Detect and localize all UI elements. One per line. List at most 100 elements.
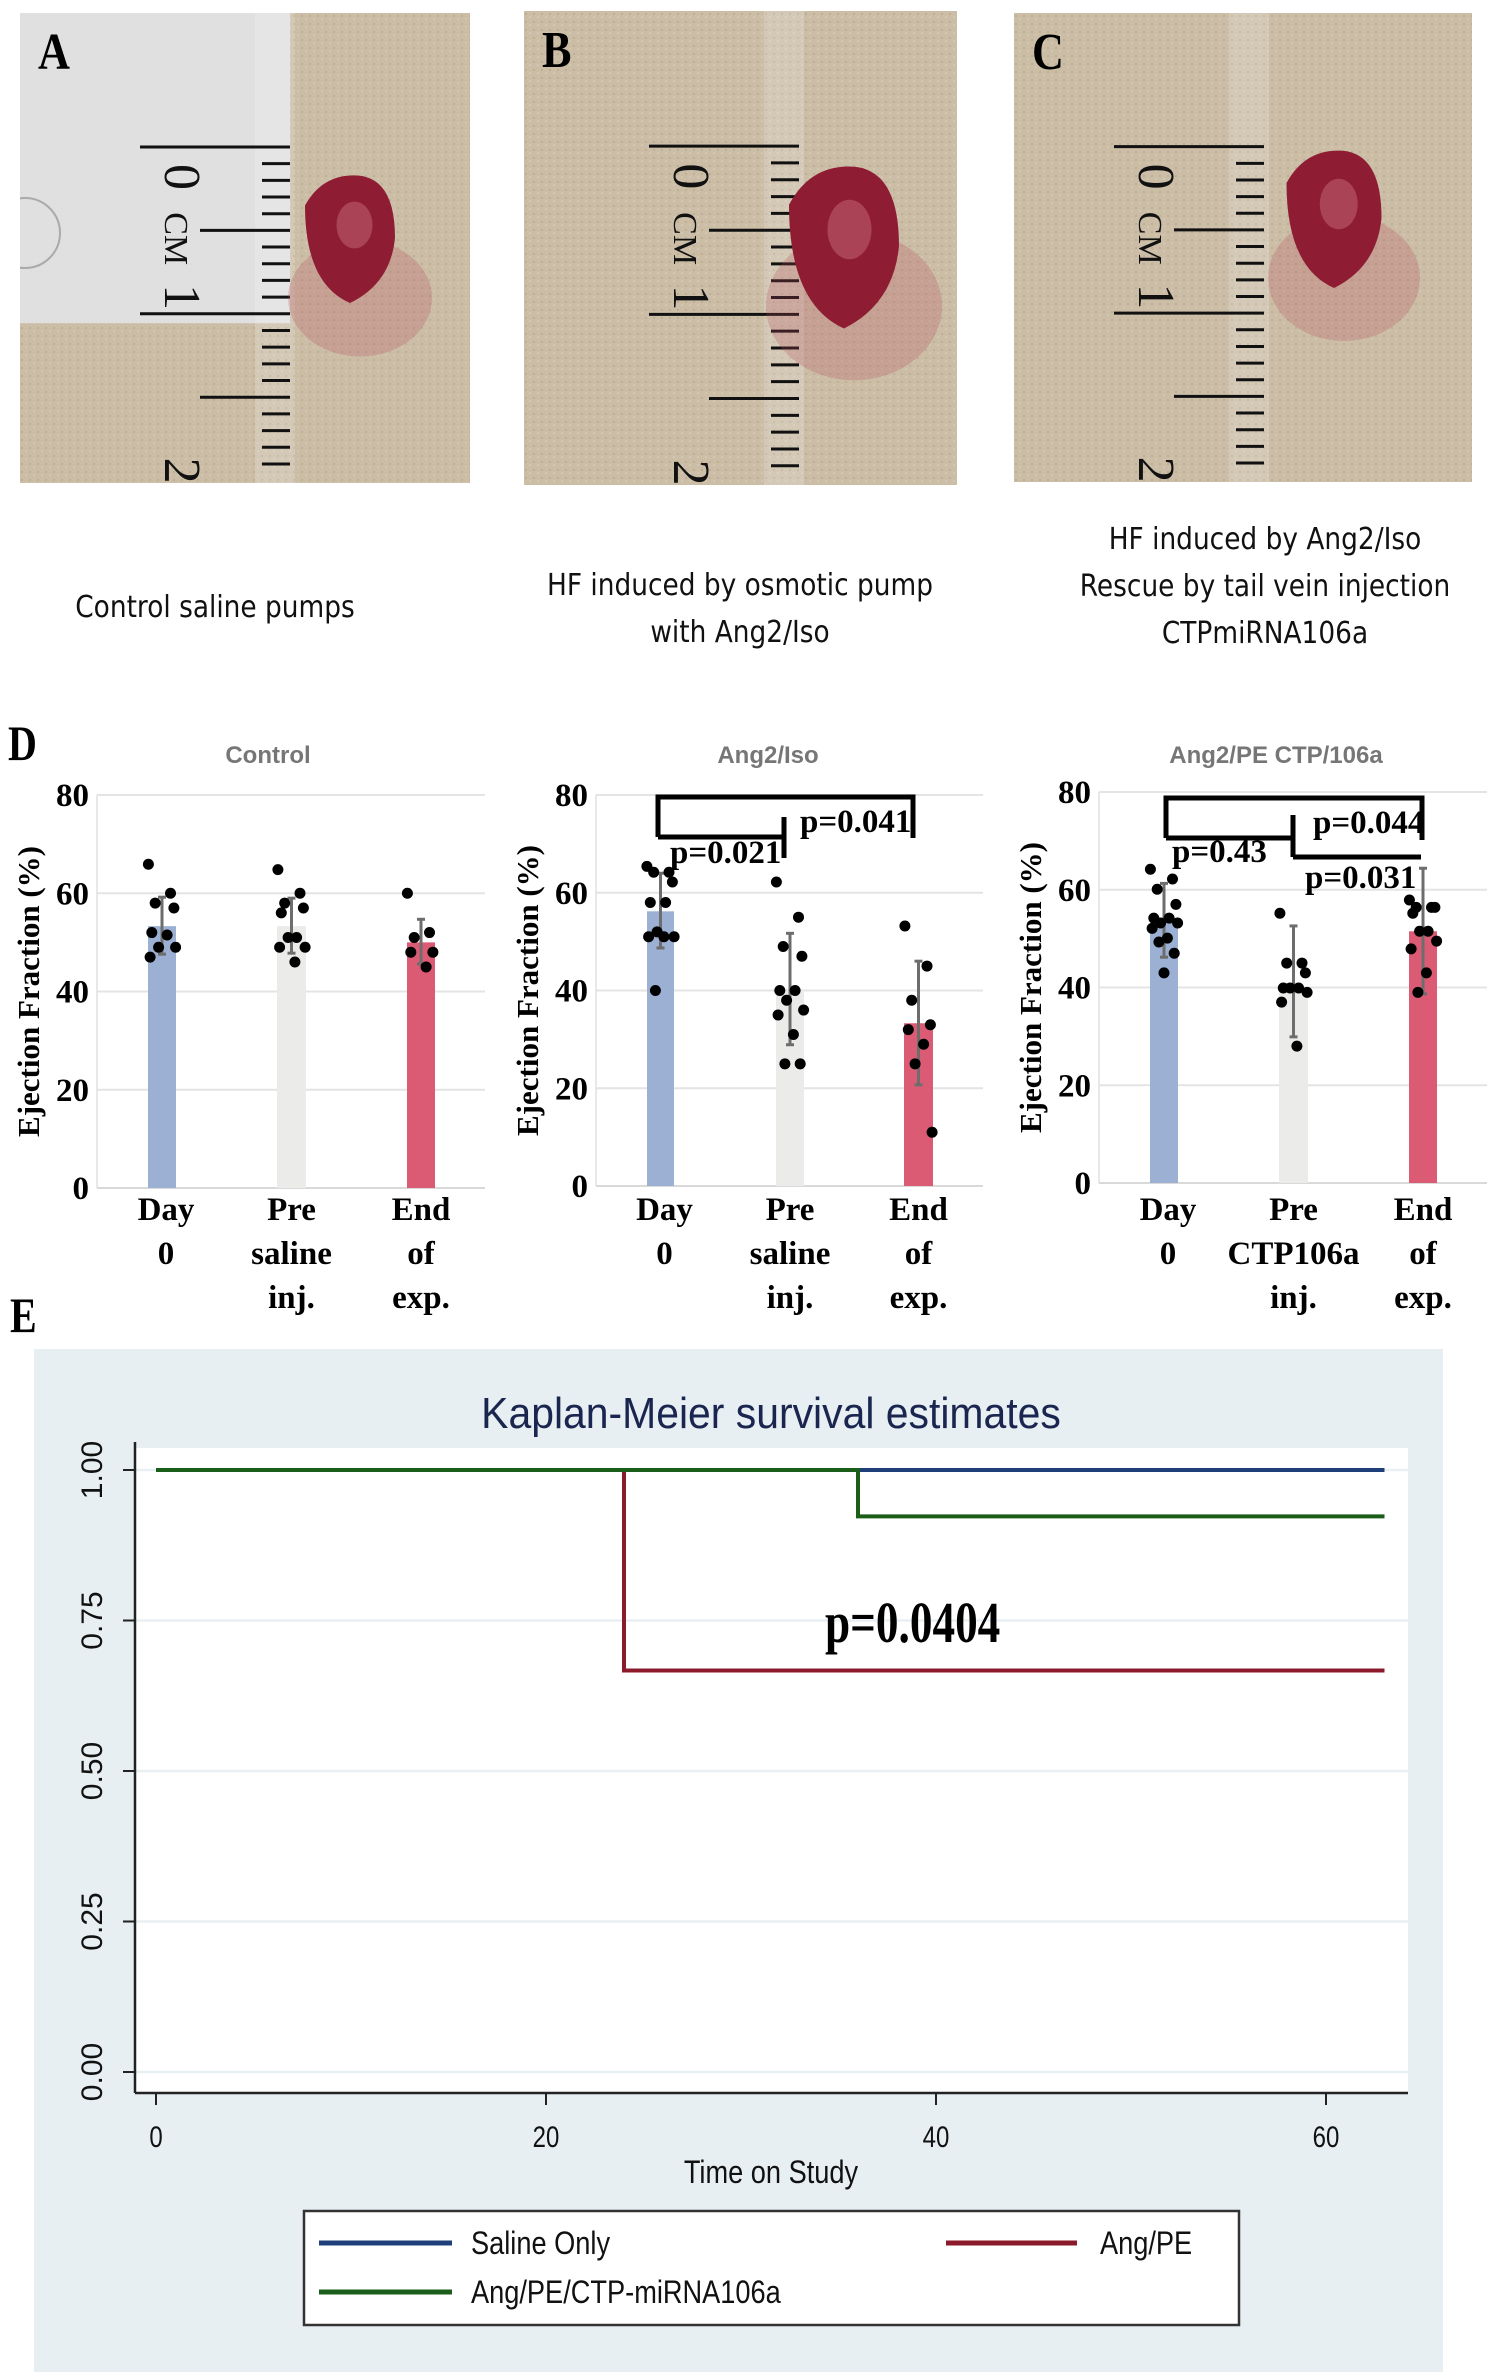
data-point bbox=[168, 902, 180, 914]
photo-canvas: 0 CM 1 2 bbox=[1014, 13, 1472, 482]
caption-c-line-1: HF induced by Ang2/Iso bbox=[1108, 522, 1422, 557]
significance-bracket bbox=[1163, 795, 1425, 840]
category-label: exp. bbox=[1394, 1280, 1452, 1316]
y-axis-label: Ejection Fraction (%) bbox=[1013, 842, 1048, 1133]
category-label: End bbox=[889, 1192, 948, 1228]
data-point bbox=[1431, 935, 1443, 947]
data-point bbox=[272, 864, 284, 876]
y-tick-label: 0 bbox=[1075, 1166, 1092, 1202]
category-label: Day bbox=[1140, 1192, 1197, 1228]
panel-label-b: B bbox=[542, 22, 572, 79]
category-label: 0 bbox=[1160, 1236, 1177, 1272]
data-point bbox=[297, 902, 309, 914]
ruler-label: CM bbox=[666, 212, 703, 265]
chart-title: Control bbox=[225, 742, 310, 769]
category-label: Pre bbox=[267, 1192, 316, 1228]
data-point bbox=[282, 931, 294, 943]
data-point bbox=[1284, 982, 1296, 994]
caption-c-line-3: CTPmiRNA106a bbox=[1161, 616, 1369, 651]
data-point bbox=[789, 985, 801, 996]
category-label: exp. bbox=[392, 1280, 450, 1316]
bar-chart-1: 0 20 40 60 80 Control Ejection Fraction (%) Day… bbox=[11, 742, 485, 1316]
ruler-label: 1 bbox=[662, 285, 719, 311]
km-plot-area bbox=[135, 1448, 1408, 2093]
data-point bbox=[649, 985, 661, 996]
km-y-tick-label: 0.25 bbox=[76, 1892, 109, 1950]
km-y-tick-label: 1.00 bbox=[76, 1441, 109, 1499]
caption-a-line: Control saline pumps bbox=[75, 590, 355, 625]
km-y-tick-label: 0.00 bbox=[76, 2043, 109, 2101]
data-point bbox=[1170, 898, 1182, 910]
ruler-label: 1 bbox=[1127, 284, 1184, 310]
data-point bbox=[1429, 901, 1441, 913]
data-point bbox=[275, 907, 287, 919]
data-point bbox=[909, 1058, 921, 1070]
y-tick-label: 80 bbox=[1058, 775, 1091, 811]
km-x-tick-label: 40 bbox=[923, 2119, 950, 2153]
category-label: Pre bbox=[1269, 1192, 1318, 1228]
data-point bbox=[142, 858, 154, 870]
caption-b-line-1: HF induced by osmotic pump bbox=[546, 568, 933, 603]
data-point bbox=[1422, 925, 1434, 937]
ruler-label: 0 bbox=[153, 164, 210, 190]
data-point bbox=[424, 927, 435, 939]
p-value-label: p=0.044 bbox=[1313, 805, 1424, 841]
y-axis-label: Ejection Fraction (%) bbox=[11, 846, 46, 1137]
y-axis-label: Ejection Fraction (%) bbox=[510, 845, 545, 1136]
km-x-tick-label: 20 bbox=[533, 2119, 560, 2153]
bar bbox=[148, 926, 176, 1188]
data-point bbox=[279, 897, 291, 909]
data-point bbox=[1274, 907, 1286, 919]
data-point bbox=[1144, 863, 1156, 875]
y-tick-label: 60 bbox=[56, 876, 89, 912]
km-x-tick-label: 60 bbox=[1313, 2119, 1340, 2153]
y-tick-label: 60 bbox=[555, 876, 588, 912]
data-point bbox=[427, 946, 439, 958]
data-point bbox=[420, 961, 432, 973]
data-point bbox=[643, 931, 655, 943]
y-tick-label: 20 bbox=[1058, 1068, 1091, 1104]
km-x-tick-label: 0 bbox=[149, 2119, 162, 2153]
data-point bbox=[772, 1009, 784, 1021]
data-point bbox=[153, 941, 165, 953]
heart-photo-b: 0 CM 1 2 B bbox=[524, 11, 957, 485]
data-point bbox=[902, 1024, 914, 1036]
photo-canvas: 0 CM 1 2 bbox=[20, 13, 470, 483]
significance-bracket bbox=[658, 817, 787, 858]
data-point bbox=[1301, 986, 1313, 998]
heart-photo-a: 0 CM 1 2 A bbox=[20, 13, 470, 483]
km-group: Kaplan-Meier survival estimates 0.00 0.25 0… bbox=[34, 1349, 1443, 2372]
km-y-tick-label: 0.75 bbox=[76, 1591, 109, 1649]
data-point bbox=[1414, 925, 1426, 937]
category-label: of bbox=[905, 1236, 934, 1272]
panel-label-a: A bbox=[38, 24, 70, 81]
y-tick-label: 60 bbox=[1058, 873, 1091, 909]
category-label: 0 bbox=[158, 1236, 175, 1272]
data-point bbox=[149, 897, 161, 909]
category-label: End bbox=[1394, 1192, 1453, 1228]
data-point bbox=[1291, 1040, 1303, 1052]
category-label: Day bbox=[138, 1192, 195, 1228]
data-point bbox=[798, 1004, 810, 1016]
data-point bbox=[1299, 967, 1311, 979]
panel-label-c: C bbox=[1032, 24, 1064, 81]
data-point bbox=[774, 985, 786, 996]
data-point bbox=[1151, 883, 1163, 895]
data-point bbox=[658, 931, 670, 943]
data-point bbox=[291, 931, 303, 943]
data-point bbox=[924, 1019, 936, 1031]
km-p-value: p=0.0404 bbox=[825, 1592, 1000, 1656]
km-x-axis-label: Time on Study bbox=[684, 2155, 858, 2191]
category-label: inj. bbox=[268, 1280, 315, 1316]
chart-title: Ang2/Iso bbox=[717, 742, 818, 769]
ruler-label: CM bbox=[157, 212, 194, 265]
category-label: inj. bbox=[767, 1280, 814, 1316]
category-label: saline bbox=[750, 1236, 831, 1272]
heart-photo-c: 0 CM 1 2 C bbox=[1014, 13, 1472, 482]
y-tick-label: 80 bbox=[555, 778, 588, 814]
heart-highlight bbox=[336, 201, 373, 249]
km-curve-ang-pe-ctp-mirna106a bbox=[156, 1468, 1385, 1519]
data-point bbox=[1420, 967, 1432, 979]
p-value-label: p=0.041 bbox=[800, 804, 911, 840]
chart-title: Ang2/PE CTP/106a bbox=[1169, 742, 1383, 769]
